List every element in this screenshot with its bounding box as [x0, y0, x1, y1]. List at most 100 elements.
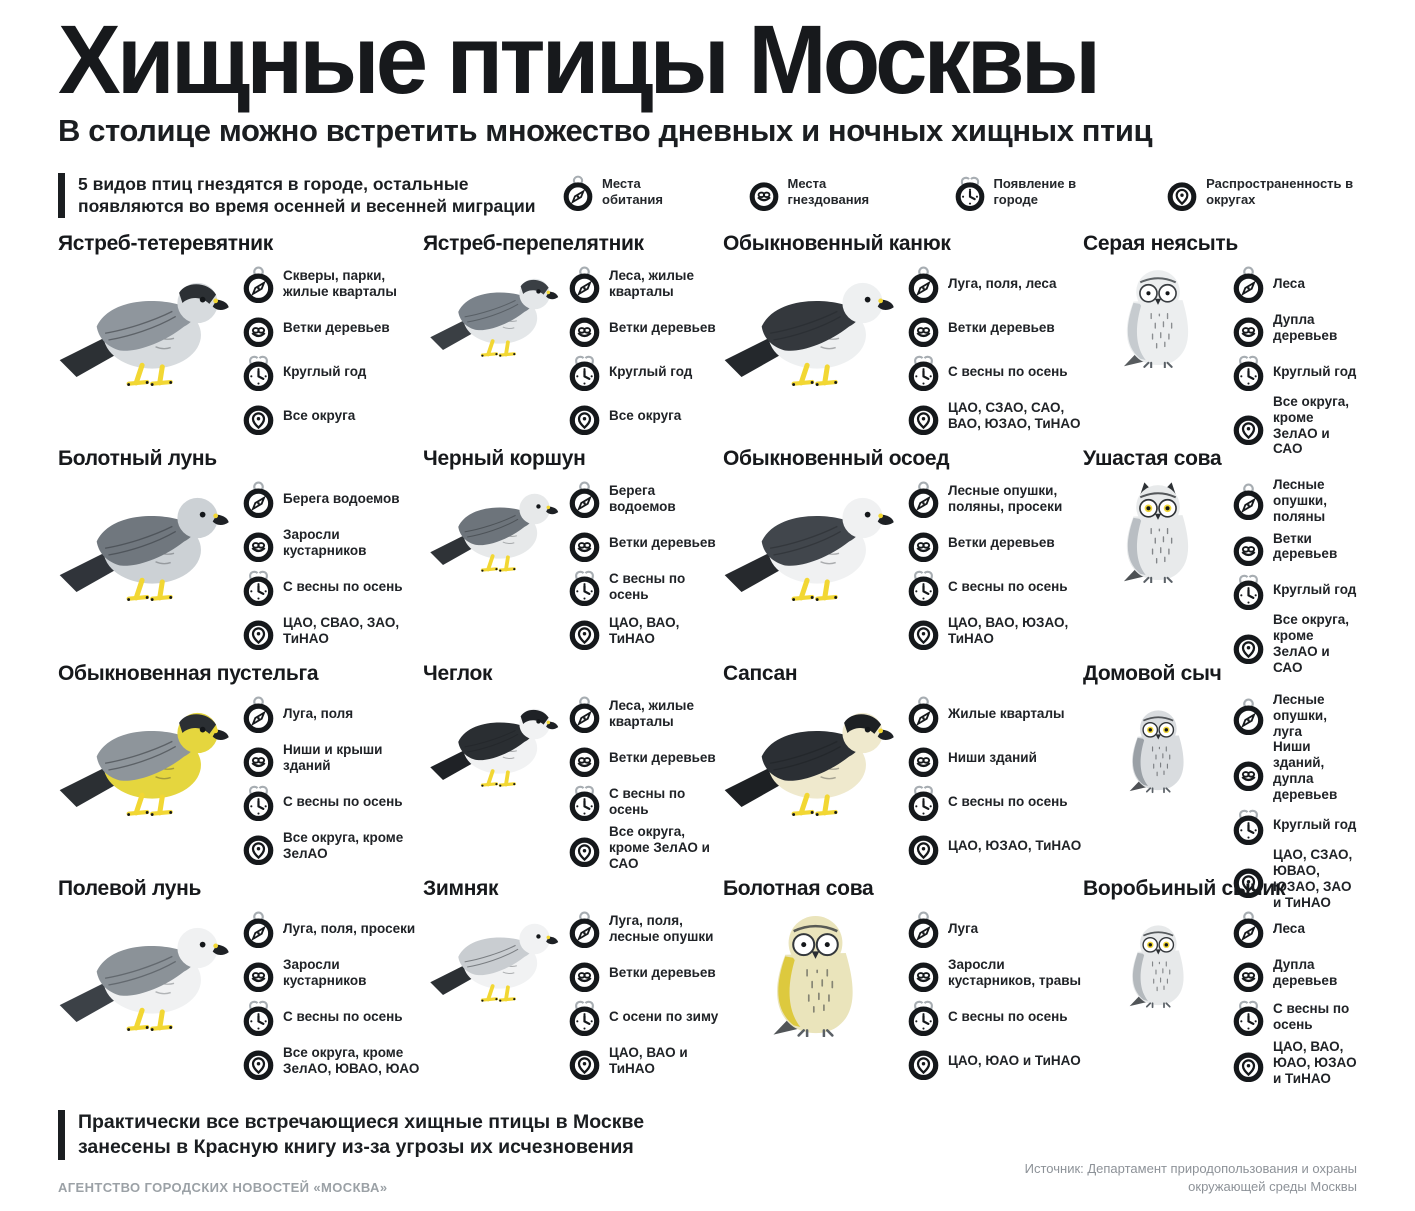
habitat-text: Луга [948, 920, 979, 936]
compass-icon [243, 694, 274, 734]
fact-habitat: Жилые кварталы [908, 692, 1083, 736]
habitat-text: Жилые кварталы [948, 705, 1065, 721]
appearance-text: Круглый год [609, 363, 693, 379]
alarm-clock-icon [1233, 352, 1264, 392]
map-pin-icon [908, 826, 939, 866]
nesting-text: Ветки деревьев [609, 964, 716, 980]
bird-card: Зимняк [423, 877, 723, 1092]
page-title: Хищные птицы Москвы [58, 5, 1101, 114]
bird-name: Болотный лунь [58, 446, 217, 470]
fact-nesting: Дупла деревьев [1233, 306, 1357, 350]
bird-name: Сапсан [723, 661, 798, 685]
bird-facts: Луга, поля Ниши и крыши зданий С весны п… [243, 688, 423, 868]
bird-facts: Луга, поля, просеки Заросли кустарников … [243, 903, 423, 1083]
alarm-clock-icon [908, 352, 939, 392]
agency-credit: АГЕНТСТВО ГОРОДСКИХ НОВОСТЕЙ «МОСКВА» [58, 1179, 388, 1195]
bird-name: Обыкновенный осоед [723, 446, 950, 470]
alarm-clock-icon [569, 997, 600, 1037]
fact-districts: ЦАО, ВАО, ЮАО, ЮЗАО и ТиНАО [1233, 1039, 1357, 1087]
fact-nesting: Ветки деревьев [569, 736, 723, 780]
fact-habitat: Леса, жилые кварталы [569, 262, 723, 306]
page-subtitle: В столице можно встретить множество днев… [58, 112, 1153, 148]
fact-habitat: Луга [908, 907, 1083, 951]
appearance-text: Круглый год [1273, 817, 1357, 833]
fact-districts: Все округа [569, 394, 723, 438]
map-pin-icon [1233, 625, 1264, 664]
fact-districts: ЦАО, ВАО и ТиНАО [569, 1039, 723, 1083]
districts-text: Все округа, кроме ЗелАО и САО [609, 823, 710, 871]
legend-label: Места обитания [602, 176, 663, 207]
alarm-clock-icon [569, 352, 600, 392]
compass-icon [563, 173, 593, 211]
nesting-text: Ветки деревьев [948, 319, 1055, 335]
legend-item-districts: Распространенность в округах [1167, 173, 1355, 211]
fact-nesting: Ветки деревьев [908, 306, 1083, 350]
nesting-text: Заросли кустарников [283, 526, 367, 558]
bird-facts: Жилые кварталы Ниши зданий С весны по ос… [908, 688, 1083, 868]
districts-text: Все округа, кроме ЗелАО, ЮВАО, ЮАО [283, 1044, 420, 1076]
nest-icon [908, 953, 939, 993]
bird-illustration [429, 911, 569, 1083]
bird-illustration [723, 696, 908, 868]
habitat-text: Леса, жилые кварталы [609, 697, 694, 729]
map-pin-icon [908, 611, 939, 651]
map-pin-icon [569, 1041, 600, 1081]
bird-card: Ушастая сова [1083, 446, 1357, 676]
fact-nesting: Заросли кустарников, травы [908, 951, 1083, 995]
alarm-clock-icon [1233, 571, 1264, 610]
bird-illustration [723, 481, 908, 653]
alarm-clock-icon [908, 567, 939, 607]
fact-districts: Все округа, кроме ЗелАО и САО [1233, 612, 1357, 676]
appearance-text: С весны по осень [609, 570, 686, 602]
fact-districts: Все округа, кроме ЗелАО, ЮВАО, ЮАО [243, 1039, 423, 1083]
nesting-text: Ниши зданий [948, 749, 1037, 765]
map-pin-icon [1233, 406, 1264, 445]
districts-text: Все округа, кроме ЗелАО и САО [1273, 612, 1349, 676]
bird-name: Обыкновенная пустельга [58, 661, 319, 685]
bird-name: Ушастая сова [1083, 446, 1222, 470]
compass-icon [908, 694, 939, 734]
bird-name: Ястреб-тетеревятник [58, 231, 273, 255]
habitat-text: Леса, жилые кварталы [609, 267, 694, 299]
map-pin-icon [569, 396, 600, 436]
legend-item-habitat: Места обитания [563, 173, 705, 211]
note-accent-bar [58, 172, 65, 218]
fact-districts: ЦАО, ЮЗАО, ТиНАО [908, 824, 1083, 868]
districts-text: ЦАО, ВАО, ЮЗАО, ТиНАО [948, 614, 1069, 646]
fact-habitat: Леса [1233, 262, 1357, 306]
alarm-clock-icon [908, 997, 939, 1037]
nesting-text: Дупла деревьев [1273, 956, 1338, 988]
alarm-clock-icon [243, 997, 274, 1037]
nest-icon [908, 738, 939, 778]
appearance-text: С осени по зиму [609, 1008, 719, 1024]
nesting-text: Заросли кустарников, травы [948, 956, 1082, 988]
alarm-clock-icon [1233, 806, 1264, 845]
districts-text: ЦАО, СЗАО, САО, ВАО, ЮЗАО, ТиНАО [948, 399, 1081, 431]
fact-nesting: Ниши зданий, дупла деревьев [1233, 739, 1357, 803]
bird-illustration [58, 911, 243, 1083]
bird-card: Болотный лунь [58, 447, 423, 662]
bird-card: Обыкновенный канюк [723, 232, 1083, 447]
fact-nesting: Ветки деревьев [908, 521, 1083, 565]
alarm-clock-icon [908, 782, 939, 822]
map-pin-icon [243, 611, 274, 651]
bird-name: Ястреб-перепелятник [423, 231, 644, 255]
fact-districts: Все округа, кроме ЗелАО [243, 824, 423, 868]
habitat-text: Леса [1273, 920, 1305, 936]
bird-facts: Леса Дупла деревьев Круглый год [1233, 258, 1357, 458]
habitat-text: Леса [1273, 275, 1305, 291]
bird-card: Обыкновенный осоед [723, 447, 1083, 662]
bird-card: Ястреб-тетеревятник [58, 232, 423, 447]
fact-nesting: Ветки деревьев [569, 306, 723, 350]
fact-appearance: С весны по осень [569, 565, 723, 609]
appearance-text: С весны по осень [609, 785, 686, 817]
fact-appearance: С весны по осень [243, 780, 423, 824]
bird-illustration [1083, 696, 1233, 911]
map-pin-icon [569, 828, 600, 868]
bird-name: Серая неясыть [1083, 231, 1238, 255]
compass-icon [1233, 481, 1264, 521]
fact-appearance: С весны по осень [908, 350, 1083, 394]
fact-appearance: Круглый год [1233, 568, 1357, 612]
map-pin-icon [908, 396, 939, 436]
fact-appearance: С осени по зиму [569, 995, 723, 1039]
